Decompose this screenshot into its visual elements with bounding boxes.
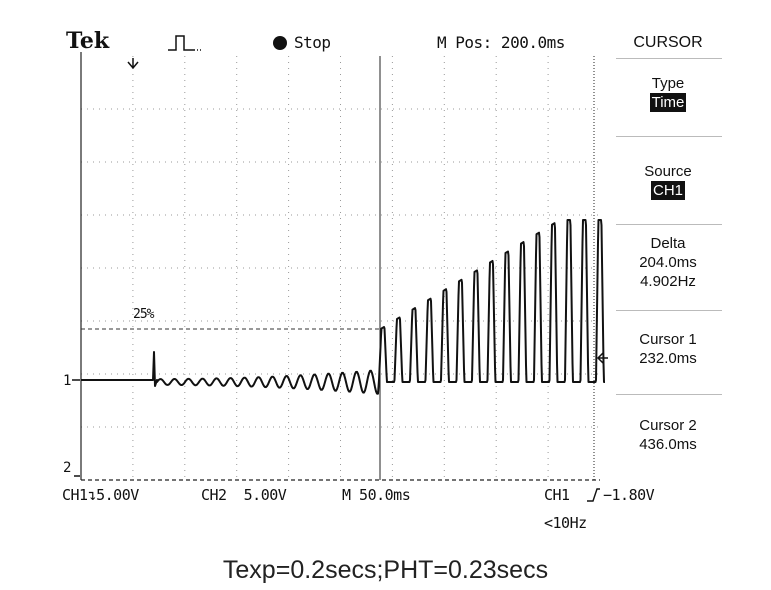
menu-divider xyxy=(616,394,722,395)
cursor-1-label: Cursor 1 xyxy=(639,331,697,348)
graticule xyxy=(81,56,600,480)
menu-divider xyxy=(616,58,722,59)
menu-divider xyxy=(616,310,722,311)
delta-time: 204.0ms xyxy=(639,254,697,271)
menu-divider xyxy=(616,224,722,225)
cursor-2-label: Cursor 2 xyxy=(639,417,697,434)
caption: Texp=0.2secs;PHT=0.23secs xyxy=(222,556,549,584)
horizontal-position: M Pos: 200.0ms xyxy=(437,33,565,52)
ch2-scale: CH2 5.00V xyxy=(201,486,287,504)
cursor-2-option[interactable]: Cursor 2 436.0ms xyxy=(612,416,724,454)
ch2-ground-marker: 2 xyxy=(63,460,71,476)
coupling-arrow-icon: ↴ xyxy=(87,486,97,504)
trigger-frequency: <10Hz xyxy=(544,514,587,532)
ch1-scale-label: CH1 xyxy=(62,486,88,504)
trigger-level-arrow-icon xyxy=(596,352,608,364)
rising-edge-icon xyxy=(587,488,600,502)
brand-logo: Tek xyxy=(66,28,110,54)
level-label: 25% xyxy=(133,307,155,322)
source-value: CH1 xyxy=(650,181,685,200)
type-value: Time xyxy=(649,93,687,112)
menu-title: CURSOR xyxy=(633,34,703,51)
trigger-source: CH1 xyxy=(544,486,570,504)
ch1-scale: CH1↴5.00V xyxy=(62,486,139,504)
cursor-1-option[interactable]: Cursor 1 232.0ms xyxy=(612,330,724,368)
type-option[interactable]: Type Time xyxy=(612,74,724,112)
source-label: Source xyxy=(644,163,692,180)
menu-divider xyxy=(616,136,722,137)
scope-screen: 25% 1 2 xyxy=(63,52,608,481)
filled-circle-icon xyxy=(273,36,287,50)
ch1-scale-value: 5.00V xyxy=(96,486,139,504)
delta-frequency: 4.902Hz xyxy=(640,273,696,290)
pulse-icon xyxy=(168,35,202,51)
trigger-level: −1.80V xyxy=(603,486,655,504)
cursor-1-value: 232.0ms xyxy=(639,350,697,367)
cursor-2-value: 436.0ms xyxy=(639,436,697,453)
delta-label: Delta xyxy=(650,235,686,252)
cursor-menu: CURSOR Type Time Source CH1 Delta 204.0m… xyxy=(612,28,724,498)
delta-readout: Delta 204.0ms 4.902Hz xyxy=(612,234,724,291)
trigger-position-arrow-icon xyxy=(127,58,139,70)
ch1-waveform xyxy=(81,219,606,395)
ch1-ground-marker: 1 xyxy=(63,373,71,389)
type-label: Type xyxy=(651,75,685,92)
run-state: Stop xyxy=(294,33,331,52)
timebase: M 50.0ms xyxy=(342,486,411,504)
source-option[interactable]: Source CH1 xyxy=(612,162,724,200)
ch1-trace xyxy=(81,219,606,395)
